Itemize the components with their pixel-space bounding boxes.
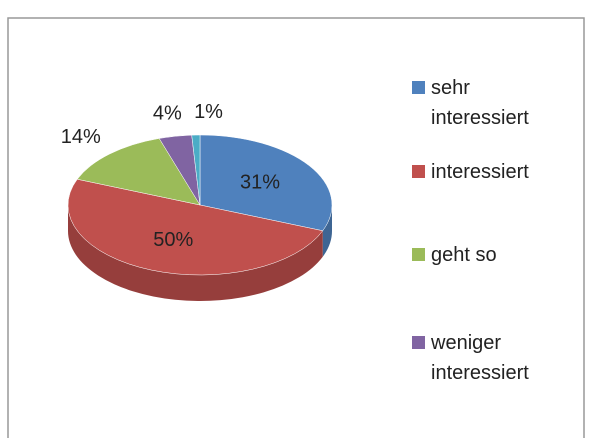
legend-item: interessiert: [412, 157, 562, 187]
legend-label: interessiert: [431, 161, 529, 183]
data-label: 4%: [153, 103, 182, 125]
data-label: 14%: [61, 126, 101, 148]
pie-slice: [199, 134, 333, 232]
legend-swatch: [412, 165, 425, 178]
data-label: 1%: [194, 101, 223, 123]
data-label: 50%: [153, 229, 193, 251]
pie-side: [322, 205, 332, 257]
legend-label: weniger interessiert: [431, 332, 529, 384]
legend-label: geht so: [431, 244, 497, 266]
pie-slice: [67, 178, 324, 276]
legend-swatch: [412, 336, 425, 349]
legend-item: geht so: [412, 240, 562, 270]
legend-swatch: [412, 81, 425, 94]
data-label: 31%: [240, 172, 280, 194]
legend-item: weniger interessiert: [412, 328, 562, 388]
legend-item: sehr interessiert: [412, 73, 562, 133]
pie-side: [68, 205, 323, 302]
legend-label: sehr interessiert: [431, 77, 529, 129]
pie-slice: [191, 134, 201, 206]
legend-swatch: [412, 248, 425, 261]
